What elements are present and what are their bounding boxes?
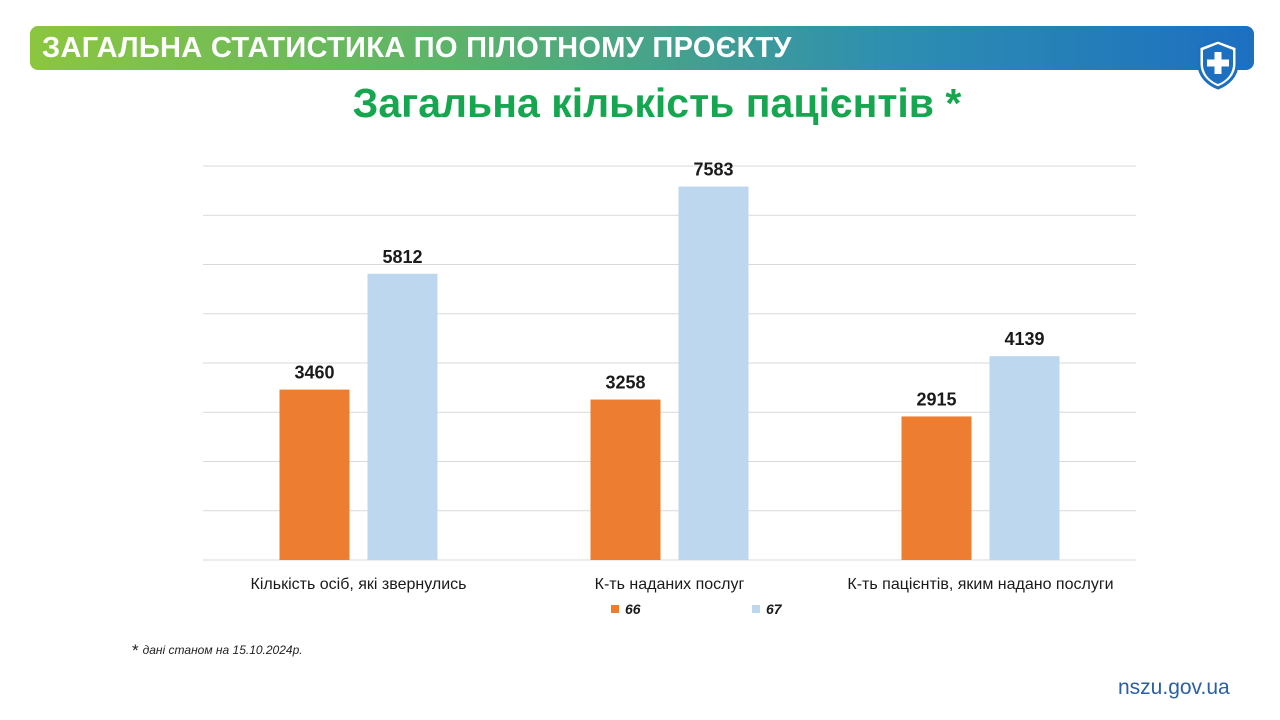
bar-series-66 bbox=[279, 389, 350, 560]
data-label: 5812 bbox=[382, 247, 422, 267]
header-banner: ЗАГАЛЬНА СТАТИСТИКА ПО ПІЛОТНОМУ ПРОЄКТУ bbox=[30, 26, 1254, 70]
site-url: nszu.gov.ua bbox=[1118, 676, 1230, 699]
bar-series-67 bbox=[989, 356, 1060, 560]
category-label: К-ть пацієнтів, яким надано послуги bbox=[847, 576, 1113, 593]
footnote-star: * bbox=[132, 641, 139, 660]
data-label: 3258 bbox=[605, 373, 645, 393]
data-label: 2915 bbox=[916, 389, 956, 409]
footnote: * дані станом на 15.10.2024р. bbox=[132, 641, 303, 661]
bar-series-67 bbox=[367, 273, 438, 560]
legend-swatch bbox=[752, 605, 760, 613]
data-label: 4139 bbox=[1004, 329, 1044, 349]
category-label: К-ть наданих послуг bbox=[595, 576, 745, 593]
bar-series-67 bbox=[678, 186, 749, 561]
legend-label: 67 bbox=[766, 601, 783, 617]
legend-label: 66 bbox=[625, 601, 641, 617]
bar-series-66 bbox=[590, 399, 661, 560]
banner-title: ЗАГАЛЬНА СТАТИСТИКА ПО ПІЛОТНОМУ ПРОЄКТУ bbox=[42, 32, 792, 64]
data-label: 7583 bbox=[693, 160, 733, 180]
category-label: Кількість осіб, які звернулись bbox=[251, 576, 467, 593]
shield-cross-icon bbox=[1197, 38, 1239, 90]
chart-title: Загальна кількість пацієнтів * bbox=[352, 80, 962, 126]
data-label: 3460 bbox=[294, 363, 334, 383]
footnote-text: дані станом на 15.10.2024р. bbox=[142, 643, 303, 657]
bar-series-66 bbox=[901, 416, 972, 560]
legend-swatch bbox=[611, 605, 619, 613]
